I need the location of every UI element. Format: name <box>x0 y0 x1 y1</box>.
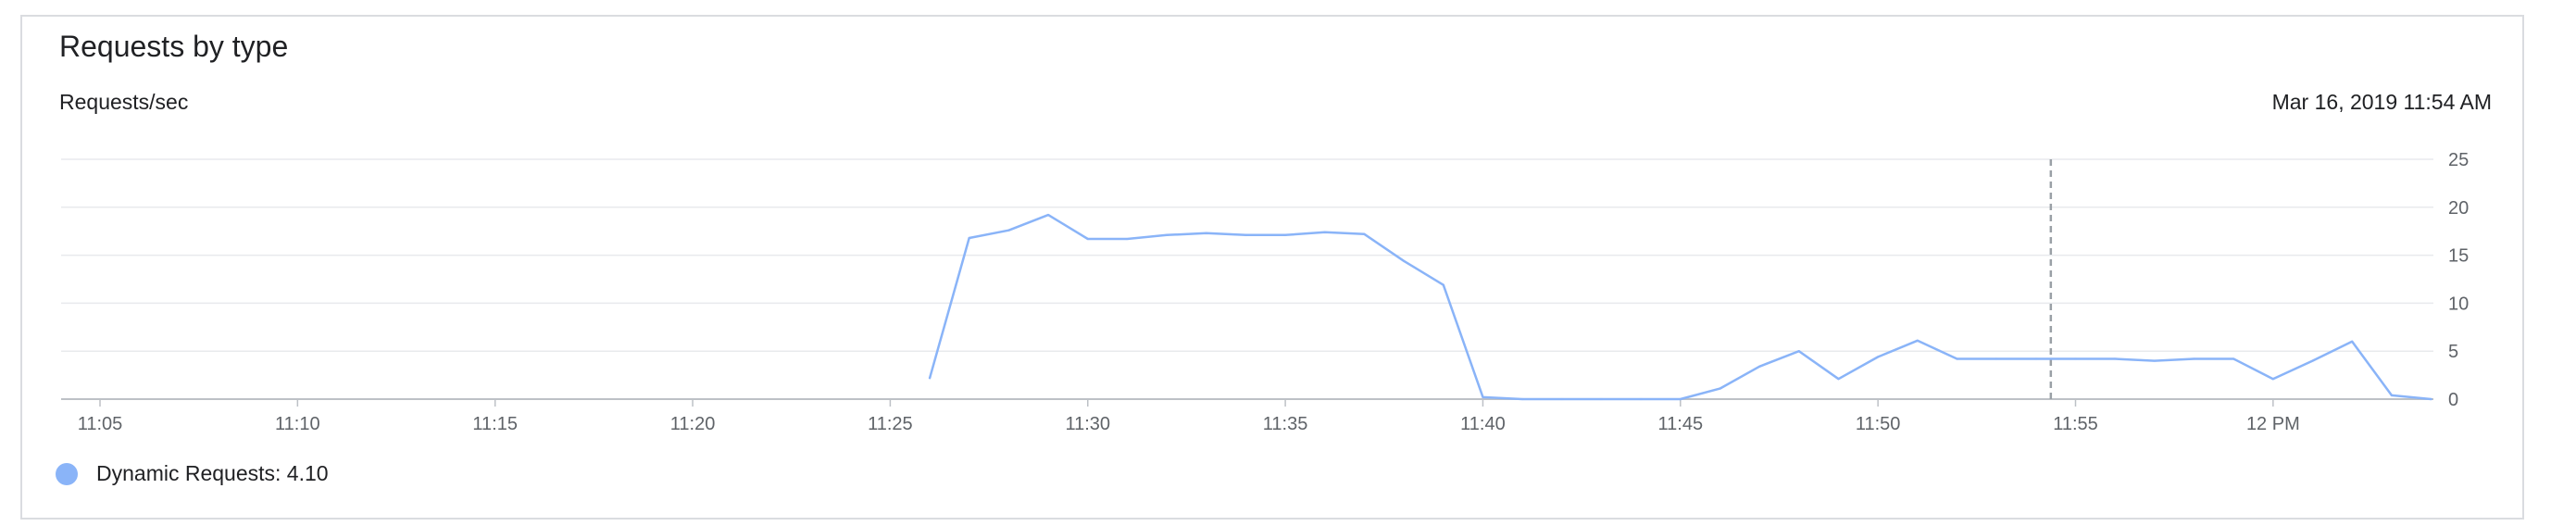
y-axis-unit-label: Requests/sec <box>59 90 189 114</box>
data-point <box>1876 355 1880 358</box>
y-tick-label: 5 <box>2448 342 2458 362</box>
data-point <box>2430 397 2433 401</box>
data-point <box>1481 395 1484 399</box>
data-point <box>1639 397 1643 401</box>
data-point <box>1046 213 1050 217</box>
x-tick-label: 11:25 <box>868 414 913 434</box>
x-tick-label: 11:05 <box>78 414 123 434</box>
data-point <box>1283 233 1287 237</box>
data-point <box>1086 237 1090 241</box>
data-point <box>1757 365 1761 369</box>
x-tick-label: 11:55 <box>2053 414 2098 434</box>
data-point <box>1125 237 1129 241</box>
x-tick-label: 11:30 <box>1065 414 1110 434</box>
data-point <box>1560 397 1564 401</box>
grid-lines <box>61 158 2433 400</box>
x-tick-label: 11:20 <box>670 414 716 434</box>
data-point <box>2271 377 2275 381</box>
series-line-dynamic-requests <box>928 213 2432 401</box>
y-axis: 0 5 10 15 20 25 <box>2448 150 2469 410</box>
data-point <box>2232 357 2235 360</box>
data-point <box>1718 387 1721 391</box>
y-tick-label: 0 <box>2448 390 2458 410</box>
data-point <box>1836 377 1840 381</box>
data-point <box>1916 339 1919 343</box>
data-point <box>2390 394 2394 397</box>
x-tick-label: 11:50 <box>1856 414 1901 434</box>
chart-card <box>20 15 2524 520</box>
data-point <box>2311 359 2315 363</box>
data-point <box>1362 232 1366 236</box>
data-point <box>1244 233 1247 237</box>
data-point <box>1323 231 1327 234</box>
x-tick-label: 11:15 <box>472 414 518 434</box>
data-point <box>2034 357 2038 360</box>
data-point <box>2153 359 2157 363</box>
data-point <box>1679 397 1682 401</box>
legend-dot-icon <box>56 462 78 485</box>
cursor-timestamp: Mar 16, 2019 11:54 AM <box>2271 90 2492 114</box>
data-point <box>1205 232 1208 235</box>
data-point <box>2350 340 2354 344</box>
data-point <box>1995 357 1998 360</box>
data-point <box>1442 283 1445 287</box>
chart-title: Requests by type <box>59 30 289 63</box>
data-point <box>2074 357 2078 360</box>
data-point <box>1599 397 1603 401</box>
x-axis: 11:05 11:10 11:15 11:20 11:25 11:30 11:35 11:40… <box>78 399 2300 434</box>
data-point <box>2193 357 2196 360</box>
y-tick-label: 10 <box>2448 294 2469 314</box>
y-tick-label: 20 <box>2448 198 2469 219</box>
y-tick-label: 25 <box>2448 150 2469 170</box>
data-point <box>1165 233 1169 237</box>
data-point <box>2113 357 2117 360</box>
x-tick-label: 12 PM <box>2246 414 2300 434</box>
x-tick-label: 11:45 <box>1658 414 1704 434</box>
data-point <box>1955 357 1958 360</box>
x-tick-label: 11:10 <box>275 414 320 434</box>
data-point <box>1007 229 1010 232</box>
series-layer <box>928 213 2432 401</box>
data-point <box>1797 349 1801 353</box>
x-tick-label: 11:35 <box>1263 414 1308 434</box>
data-point <box>968 236 971 240</box>
data-point <box>928 376 932 380</box>
legend[interactable]: Dynamic Requests: 4.10 <box>56 461 329 486</box>
x-tick-label: 11:40 <box>1460 414 1506 434</box>
data-point <box>1402 259 1406 263</box>
data-point <box>1520 397 1524 401</box>
legend-item-dynamic-requests: Dynamic Requests: 4.10 <box>96 461 329 485</box>
y-tick-label: 15 <box>2448 246 2469 267</box>
